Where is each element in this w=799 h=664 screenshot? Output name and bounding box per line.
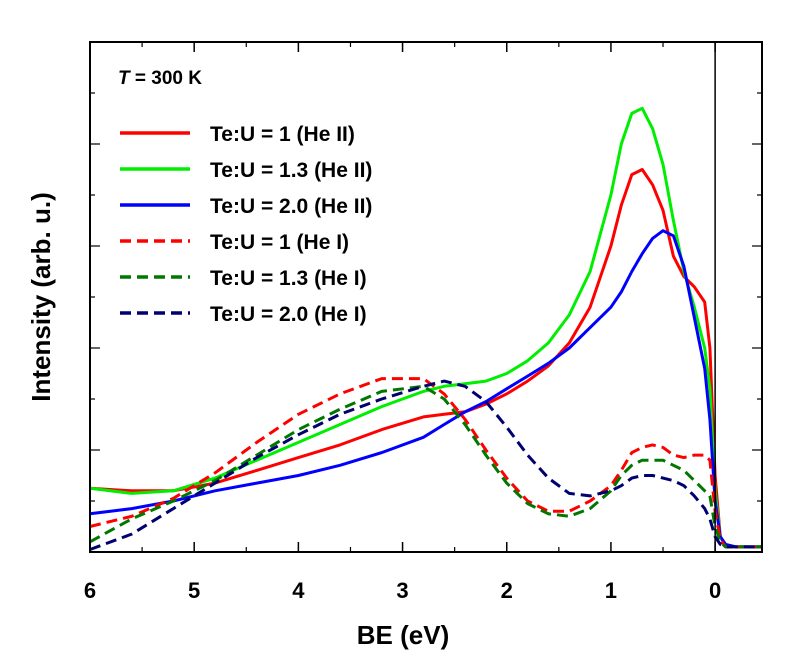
x-tick-label: 4 [292, 578, 305, 603]
legend-label: Te:U = 1 (He II) [210, 123, 355, 146]
plot-frame [89, 41, 763, 553]
x-tick-label: 1 [605, 578, 617, 603]
legend-label: Te:U = 1.3 (He I) [210, 267, 367, 290]
legend-label: Te:U = 1 (He I) [210, 231, 349, 254]
y-axis-title: Intensity (arb. u.) [26, 192, 56, 401]
series-layer [89, 106, 762, 551]
legend-label: Te:U = 2.0 (He II) [210, 195, 372, 218]
series-line [89, 377, 762, 549]
legend-label: Te:U = 2.0 (He I) [210, 303, 367, 326]
series-line [89, 379, 762, 551]
legend: Te:U = 1 (He II) Te:U = 1.3 (He II) Te:U =… [120, 123, 372, 326]
series-line [89, 106, 762, 549]
temperature-annotation: T = 300 K [118, 68, 202, 89]
x-axis-title: BE (eV) [357, 620, 449, 650]
series-line [89, 229, 762, 549]
x-tick-label: 2 [501, 578, 513, 603]
temperature-symbol: T [118, 68, 131, 89]
legend-label: Te:U = 1.3 (He II) [210, 159, 372, 182]
series-line [89, 168, 762, 549]
x-tick-label: 3 [396, 578, 408, 603]
temperature-value: = 300 K [130, 68, 203, 89]
tick-layer: 6 5 4 3 2 1 0 [84, 42, 762, 603]
x-tick-label: 0 [709, 578, 721, 603]
x-tick-label: 6 [84, 578, 96, 603]
x-tick-label: 5 [188, 578, 200, 603]
series-line [89, 384, 762, 549]
